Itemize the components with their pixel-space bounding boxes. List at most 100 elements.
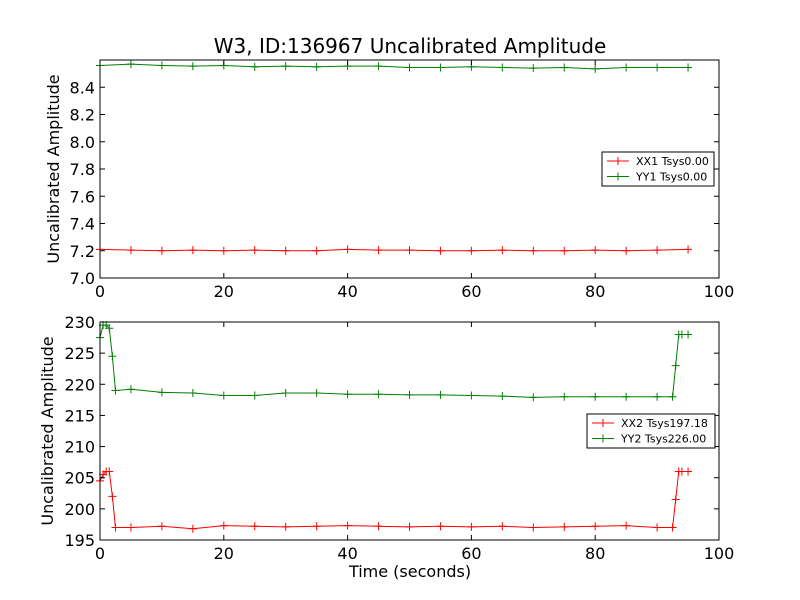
series-line-1 (99, 470, 689, 530)
data-point (591, 522, 600, 531)
data-point (653, 63, 662, 72)
data-point (622, 63, 631, 72)
data-point (250, 522, 259, 531)
x-tick-label: 0 (95, 544, 105, 563)
bottom-panel: Uncalibrated Amplitude Time (seconds) 0 2… (38, 313, 734, 581)
data-point (312, 246, 321, 255)
data-point (622, 246, 631, 255)
x-tick-label: 40 (337, 282, 357, 301)
top-plot-area: 0 20 40 60 80 100 7.0 7.2 7.4 7.6 7.8 8.0 8.2 8.4 XX1 … (70, 59, 735, 301)
y-tick-label: 8.0 (70, 133, 95, 152)
x-tick-label: 60 (461, 282, 481, 301)
data-point (498, 63, 507, 72)
plot-frame (99, 321, 720, 541)
legend-marker (614, 157, 622, 165)
data-point (126, 246, 135, 255)
x-tick-label: 80 (585, 544, 605, 563)
chart-title: W3, ID:136967 Uncalibrated Amplitude (214, 34, 607, 58)
data-point (126, 523, 135, 532)
y-tick-label: 200 (64, 500, 95, 519)
data-point (188, 246, 197, 255)
data-point (684, 63, 693, 72)
data-point (684, 467, 693, 476)
data-point (498, 392, 507, 401)
x-tick-label: 20 (214, 282, 234, 301)
data-point (405, 390, 414, 399)
data-point (250, 391, 259, 400)
data-point (188, 389, 197, 398)
bottom-plot-area: 0 20 40 60 80 100 195 200 205 210 215 220 225 230 XX2 … (64, 313, 734, 563)
data-point (405, 63, 414, 72)
y-tick-label: 230 (64, 313, 95, 332)
y-tick-label: 7.6 (70, 187, 95, 206)
data-point (343, 521, 352, 530)
data-point (467, 246, 476, 255)
data-point (188, 524, 197, 533)
data-point (591, 64, 600, 73)
data-point (219, 521, 228, 530)
data-point (529, 246, 538, 255)
y-tick-label: 7.0 (70, 269, 95, 288)
data-point (312, 522, 321, 531)
x-tick-label: 60 (461, 544, 481, 563)
data-point (105, 324, 114, 333)
series-line-2 (99, 324, 689, 398)
data-point (560, 63, 569, 72)
data-point (374, 390, 383, 399)
data-point (111, 523, 120, 532)
data-point (219, 391, 228, 400)
data-point (591, 392, 600, 401)
y-tick-label: 225 (64, 344, 95, 363)
legend-box (601, 151, 715, 187)
data-point (653, 246, 662, 255)
data-point (111, 386, 120, 395)
x-tick-label: 20 (214, 544, 234, 563)
data-point (126, 60, 135, 69)
data-point (653, 392, 662, 401)
data-point (219, 246, 228, 255)
data-point (684, 245, 693, 254)
data-point (126, 385, 135, 394)
y-tick-label: 8.2 (70, 106, 95, 125)
data-point (157, 522, 166, 531)
data-point (560, 392, 569, 401)
data-point (281, 522, 290, 531)
legend-label: YY2 Tsys226.00 (620, 433, 706, 446)
data-point (668, 523, 677, 532)
y-tick-label: 220 (64, 375, 95, 394)
data-point (281, 62, 290, 71)
data-point (529, 393, 538, 402)
data-point (157, 388, 166, 397)
data-point (250, 246, 259, 255)
data-point (312, 62, 321, 71)
data-point (281, 389, 290, 398)
y-tick-label: 205 (64, 469, 95, 488)
data-point (467, 391, 476, 400)
data-point (108, 492, 117, 501)
data-point (436, 390, 445, 399)
x-tick-label: 100 (704, 282, 735, 301)
series-line-2 (99, 63, 689, 70)
data-point (157, 246, 166, 255)
legend-label: XX1 Tsys0.00 (636, 155, 709, 168)
legend-label: YY1 Tsys0.00 (635, 171, 707, 184)
data-point (436, 63, 445, 72)
data-point (374, 62, 383, 71)
legend: XX2 Tsys197.18 YY2 Tsys226.00 (586, 413, 716, 449)
x-tick-label: 40 (337, 544, 357, 563)
legend-marker (614, 172, 622, 181)
legend: XX1 Tsys0.00 YY1 Tsys0.00 (601, 151, 715, 187)
data-point (671, 361, 680, 370)
y-tick-label: 215 (64, 406, 95, 425)
data-point (529, 64, 538, 73)
data-point (157, 61, 166, 70)
x-tick-label: 100 (704, 544, 735, 563)
data-point (622, 521, 631, 530)
data-point (560, 246, 569, 255)
data-point (188, 62, 197, 71)
legend-marker (599, 419, 607, 427)
data-point (105, 467, 114, 476)
top-y-axis-label: Uncalibrated Amplitude (44, 74, 63, 263)
x-tick-label: 80 (585, 282, 605, 301)
